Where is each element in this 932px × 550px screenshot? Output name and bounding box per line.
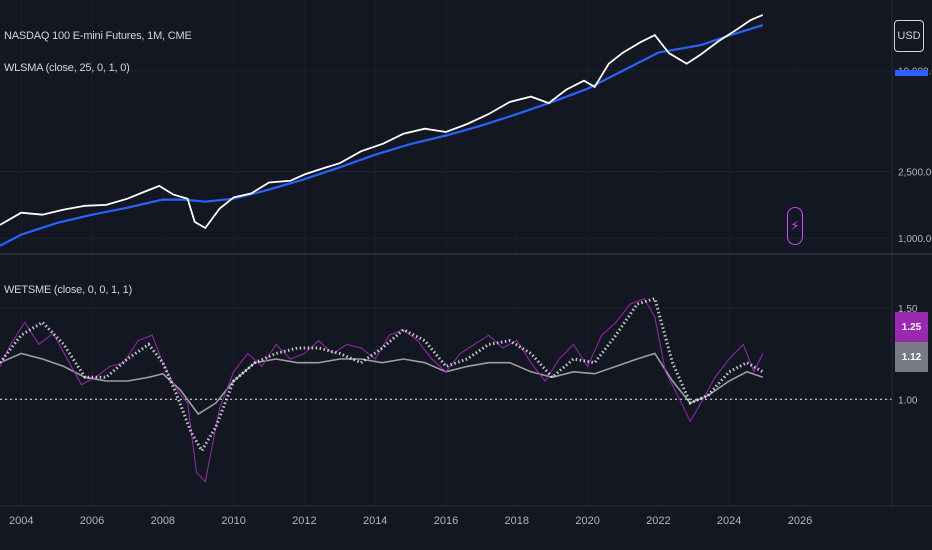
series-layer [0,14,764,483]
wetsme-legend[interactable]: WETSME (close, 0, 0, 1, 1) [4,284,133,296]
osc-dotted-line [0,296,764,454]
osc-gray-line [0,352,764,416]
wlsma-legend[interactable]: WLSMA (close, 25, 0, 1, 0) [4,62,130,74]
time-tick-label-1: 2006 [80,515,104,527]
osc-purple-line [0,297,764,483]
wetsme-purple-last-value: 1.25 [895,312,928,342]
time-tick-label-3: 2010 [221,515,245,527]
osc-tick-label-0: 1.50 [898,304,918,315]
lightning-bolt-icon[interactable]: ⚡ [787,207,803,245]
currency-button[interactable]: USD [894,20,924,52]
time-tick-label-6: 2016 [434,515,458,527]
time-axis: 2004 2006 2008 2010 2012 2014 2016 2018 2020 2022… [9,515,812,527]
time-tick-label-9: 2022 [646,515,670,527]
time-tick-label-0: 2004 [9,515,33,527]
time-tick-label-10: 2024 [717,515,741,527]
time-tick-label-4: 2012 [292,515,316,527]
time-tick-label-5: 2014 [363,515,387,527]
price-line [0,14,764,230]
time-tick-label-7: 2018 [505,515,529,527]
time-tick-label-11: 2026 [788,515,812,527]
time-tick-label-8: 2020 [575,515,599,527]
symbol-legend[interactable]: NASDAQ 100 E-mini Futures, 1M, CME [4,30,192,42]
price-tick-label-2: 1,000.00 [898,234,932,245]
price-tick-label-1: 2,500.00 [898,167,932,178]
wetsme-gray-last-value: 1.12 [895,342,928,372]
time-tick-label-2: 2008 [151,515,175,527]
wlsma-last-price-tag [895,70,928,76]
osc-tick-label-1: 1.00 [898,395,918,406]
wlsma-line [0,24,764,247]
